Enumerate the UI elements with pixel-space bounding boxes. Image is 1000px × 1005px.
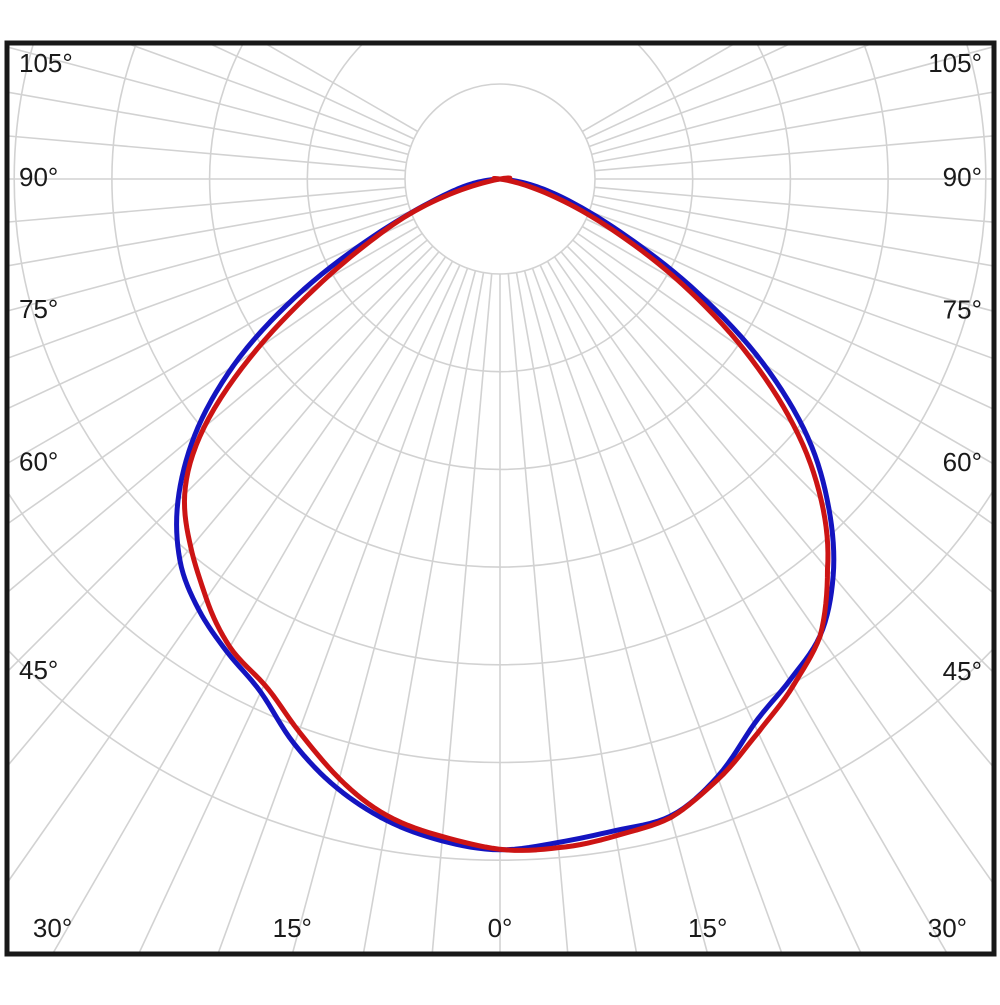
svg-text:90°: 90° (943, 162, 982, 192)
svg-text:0°: 0° (488, 913, 513, 943)
svg-text:105°: 105° (928, 48, 982, 78)
svg-text:15°: 15° (688, 913, 727, 943)
svg-text:60°: 60° (943, 447, 982, 477)
svg-text:30°: 30° (928, 913, 967, 943)
svg-text:75°: 75° (943, 294, 982, 324)
svg-text:60°: 60° (19, 446, 58, 476)
svg-text:75°: 75° (19, 294, 58, 324)
svg-text:45°: 45° (943, 656, 982, 686)
svg-text:90°: 90° (19, 162, 58, 192)
svg-text:105°: 105° (19, 48, 73, 78)
svg-text:30°: 30° (33, 913, 72, 943)
svg-text:45°: 45° (19, 655, 58, 685)
svg-text:15°: 15° (273, 913, 312, 943)
